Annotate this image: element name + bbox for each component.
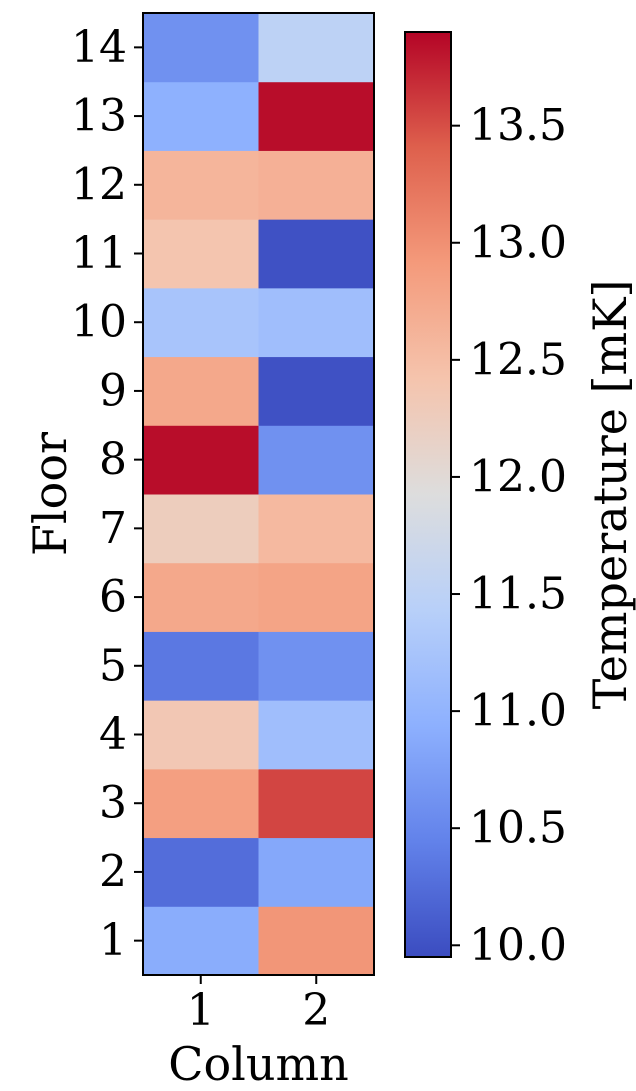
colorbar-tick-label: 10.5: [469, 803, 567, 854]
colorbar-ticks: 10.0 10.5 11.0 11.5 12.0 12.5 13.0 13.5: [451, 100, 567, 971]
heatmap-cell: [258, 219, 375, 289]
y-tick-label: 4: [99, 709, 127, 760]
y-tick-label: 11: [71, 228, 127, 279]
y-axis-label: Floor: [23, 432, 77, 556]
heatmap-cell: [258, 837, 375, 907]
heatmap-cell: [258, 13, 375, 83]
heatmap-cell: [143, 562, 259, 632]
colorbar-tick-label: 12.5: [469, 334, 567, 385]
y-tick-label: 7: [99, 503, 127, 554]
heatmap-cell: [143, 906, 259, 976]
heatmap-cell: [143, 81, 259, 151]
y-tick-label: 13: [71, 91, 127, 142]
y-tick-label: 6: [99, 572, 127, 623]
x-tick-label: 1: [187, 985, 215, 1036]
colorbar-tick-label: 13.0: [469, 217, 567, 268]
heatmap-cell: [258, 356, 375, 426]
heatmap-cell: [258, 631, 375, 701]
colorbar-tick-label: 12.0: [469, 451, 567, 502]
heatmap-cell: [143, 287, 259, 358]
x-tick-label: 2: [302, 985, 330, 1036]
heatmap-cell: [143, 150, 259, 220]
x-axis-label: Column: [168, 1037, 348, 1091]
colorbar-label: Temperature [mK]: [583, 280, 636, 710]
heatmap-cell: [143, 837, 259, 907]
plot-frame: [142, 12, 375, 976]
heatmap-cell: [258, 287, 375, 358]
heatmap-cell: [143, 494, 259, 564]
y-tick-label: 2: [99, 846, 127, 897]
heatmap-cell: [258, 425, 375, 495]
y-tick-label: 10: [71, 297, 127, 348]
heatmap-cell: [258, 768, 375, 839]
heatmap-cell: [143, 425, 259, 495]
y-tick-label: 14: [71, 22, 127, 73]
heatmap-cell: [258, 81, 375, 151]
heatmap-cells: [143, 13, 375, 976]
heatmap-cell: [143, 700, 259, 770]
heatmap-cell: [258, 562, 375, 632]
heatmap-cell: [258, 150, 375, 220]
heatmap-cell: [143, 631, 259, 701]
y-tick-label: 9: [99, 365, 127, 416]
colorbar: [404, 31, 452, 958]
y-tick-label: 5: [99, 640, 127, 691]
y-tick-label: 1: [99, 915, 127, 966]
heatmap-cell: [143, 768, 259, 839]
y-tick-label: 3: [99, 778, 127, 829]
heatmap-cell: [143, 219, 259, 289]
heatmap-cell: [143, 356, 259, 426]
heatmap-cell: [258, 700, 375, 770]
colorbar-tick-label: 13.5: [469, 100, 567, 151]
y-tick-label: 8: [99, 434, 127, 485]
heatmap-cell: [258, 494, 375, 564]
heatmap-cell: [143, 13, 259, 83]
colorbar-tick-label: 11.0: [469, 686, 567, 737]
heatmap-cell: [258, 906, 375, 976]
colorbar-tick-label: 10.0: [469, 920, 567, 971]
y-tick-label: 12: [71, 159, 127, 210]
colorbar-tick-label: 11.5: [469, 569, 567, 620]
